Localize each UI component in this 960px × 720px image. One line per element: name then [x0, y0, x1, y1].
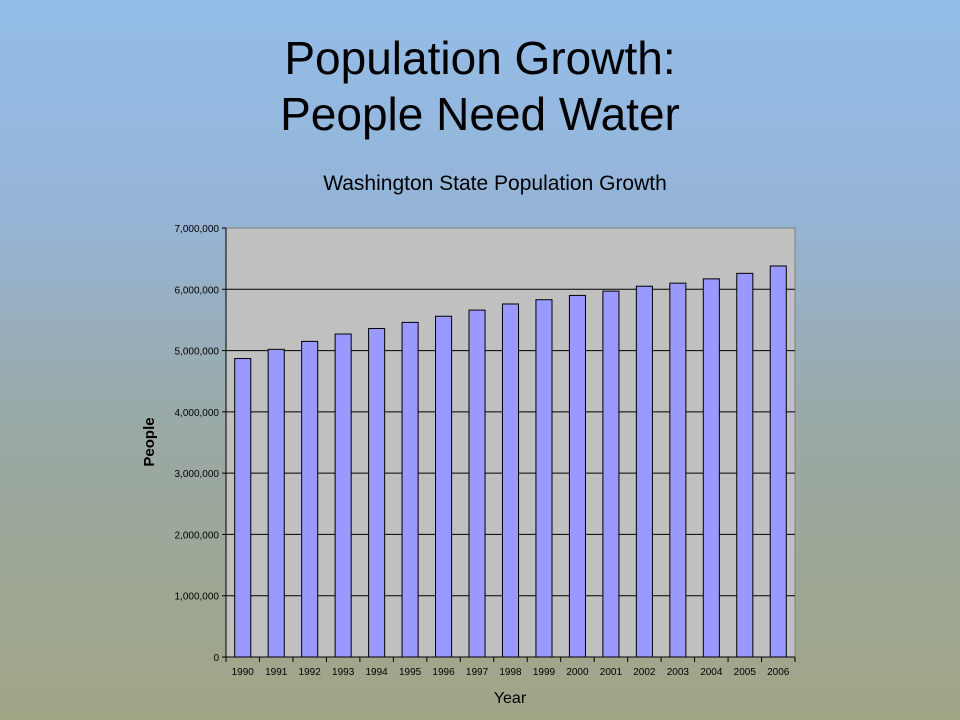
y-tick-label: 4,000,000	[175, 408, 220, 419]
y-tick-label: 7,000,000	[175, 224, 220, 235]
axes	[222, 227, 796, 662]
y-tick-label: 1,000,000	[175, 592, 220, 603]
bar-2001	[602, 290, 620, 658]
y-tick-label: 6,000,000	[175, 285, 220, 296]
y-axis-label: People	[141, 417, 158, 466]
y-tick-labels: 0 1,000,000 2,000,000 3,000,000 4,000,000 5,0…	[175, 224, 220, 664]
x-tick-label: 1999	[533, 667, 556, 678]
x-tick-label: 1997	[466, 667, 489, 678]
bar-1993	[334, 333, 352, 658]
bar-1992	[301, 340, 319, 658]
slide-title-line-1: Population Growth:	[284, 32, 676, 84]
bar-1990	[234, 358, 252, 658]
x-tick-label: 2006	[767, 667, 790, 678]
bar-1999	[535, 299, 553, 658]
bar-1995	[401, 321, 419, 658]
x-tick-label: 1990	[232, 667, 255, 678]
y-tick-label: 3,000,000	[175, 469, 220, 480]
x-tick-label: 2000	[566, 667, 589, 678]
bar-2006	[769, 265, 787, 658]
bar-2004	[702, 278, 720, 658]
bar-1998	[501, 303, 520, 658]
slide-title: Population Growth: People Need Water	[0, 30, 960, 142]
bar-2000	[568, 294, 586, 658]
x-tick-label: 2002	[633, 667, 656, 678]
x-tick-label: 1996	[432, 667, 455, 678]
x-tick-labels: 1990 1991 1992 1993 1994 1995 1996 1997 1998 1999…	[232, 667, 790, 678]
y-tick-label: 5,000,000	[175, 347, 220, 358]
x-tick-label: 1994	[365, 667, 388, 678]
y-tick-label: 2,000,000	[175, 530, 220, 541]
x-axis-label: Year	[494, 690, 527, 707]
x-tick-label: 2005	[734, 667, 757, 678]
bar-2003	[669, 282, 687, 658]
chart-title: Washington State Population Growth	[323, 172, 667, 195]
x-tick-label: 1998	[499, 667, 522, 678]
x-tick-label: 2003	[667, 667, 690, 678]
x-tick-label: 1992	[299, 667, 322, 678]
x-tick-label: 1995	[399, 667, 422, 678]
x-tick-label: 1991	[265, 667, 288, 678]
x-tick-label: 1993	[332, 667, 355, 678]
bar-1994	[368, 328, 386, 658]
bar-1996	[435, 315, 453, 658]
x-tick-label: 2001	[600, 667, 623, 678]
bar-2002	[635, 285, 653, 658]
bar-1991	[267, 348, 285, 658]
bars	[234, 265, 787, 658]
bar-1997	[468, 309, 486, 658]
x-tick-label: 2004	[700, 667, 723, 678]
bar-2005	[736, 272, 754, 658]
slide-title-line-2: People Need Water	[280, 88, 680, 140]
y-tick-label: 0	[213, 653, 219, 664]
